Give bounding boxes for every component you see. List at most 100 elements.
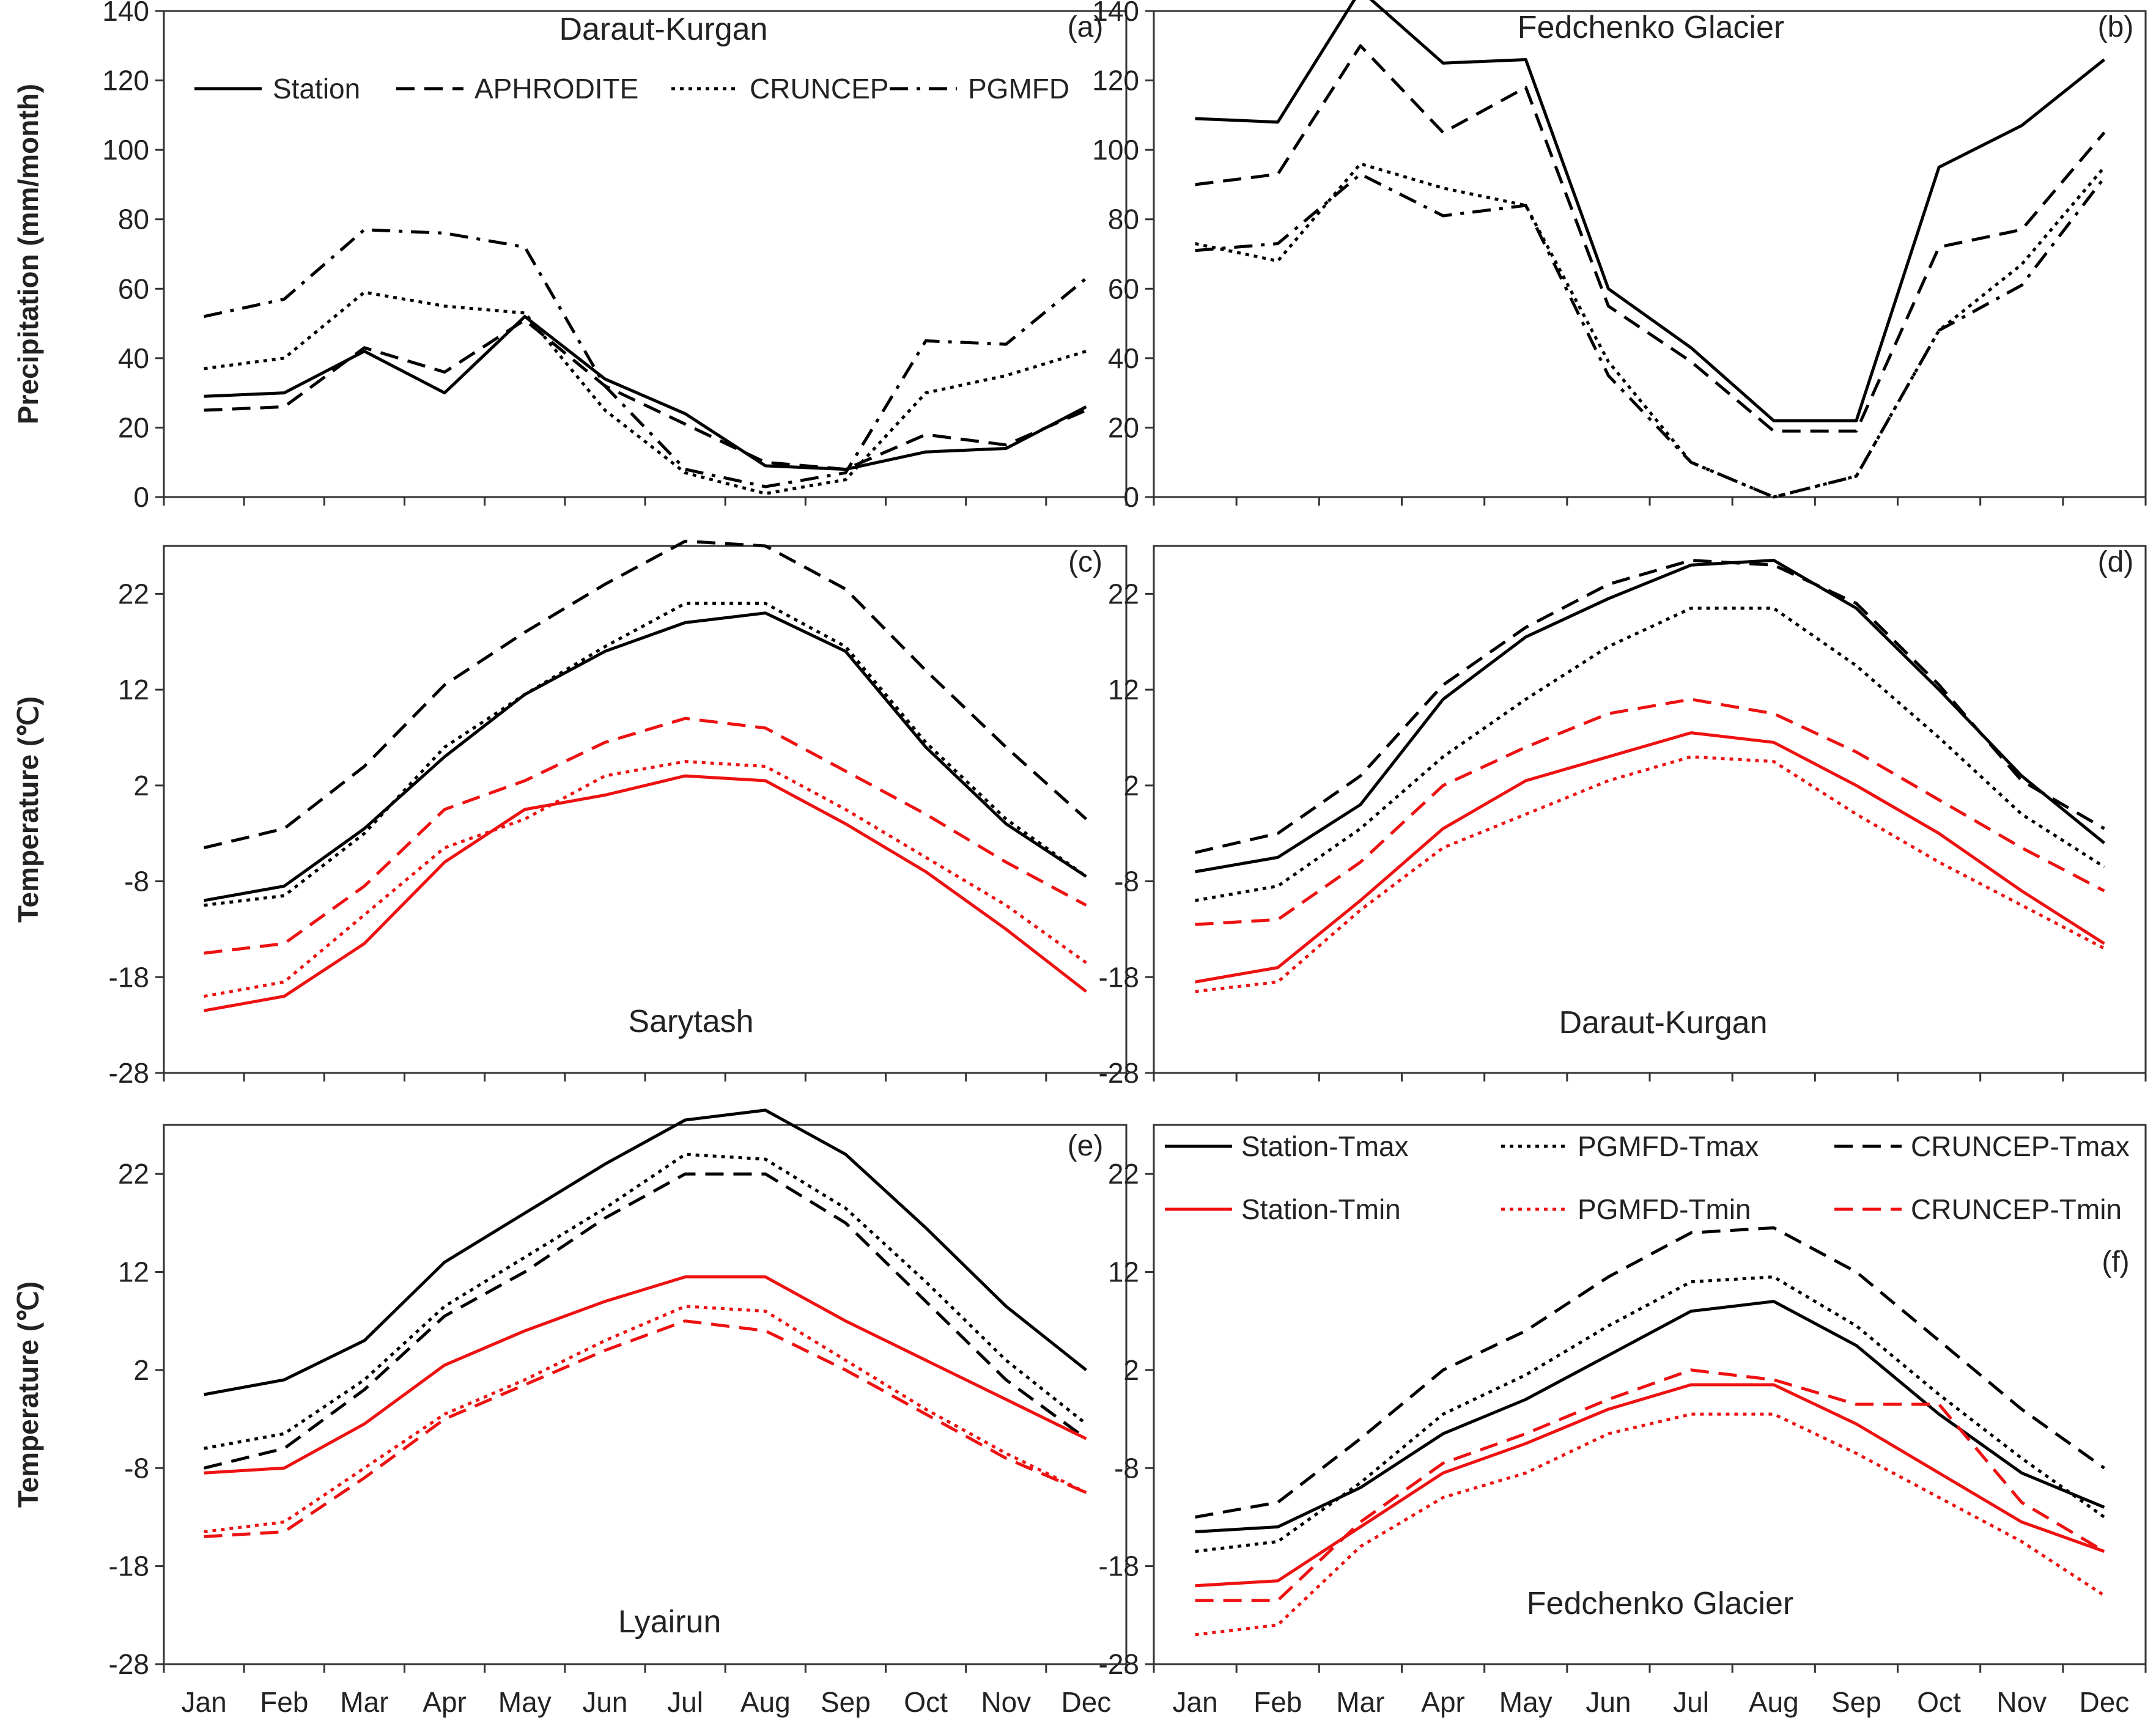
y-tick-label-f: 12 xyxy=(1108,1256,1139,1288)
y-tick-label-b: 60 xyxy=(1108,273,1139,304)
y-tick-label-f: -18 xyxy=(1099,1550,1139,1582)
series-line-e-station-tmin xyxy=(204,1275,1087,1475)
x-tick-label-e: Jan xyxy=(181,1686,226,1718)
y-tick-label-a: 0 xyxy=(133,481,149,513)
y-tick-label-a: 20 xyxy=(118,411,149,443)
series-line-c-station-tmin xyxy=(204,774,1087,1012)
y-tick-label-d: 22 xyxy=(1108,578,1139,610)
y-tick-label-a: 140 xyxy=(102,0,149,27)
x-tick-label-e: Aug xyxy=(740,1686,791,1718)
legend-label-station: Station xyxy=(273,73,360,105)
x-tick-label-f: Nov xyxy=(1996,1686,2047,1718)
series-line-e-cruncep-tmin xyxy=(204,1319,1087,1538)
y-tick-label-c: 12 xyxy=(118,674,149,706)
y-tick-label-e: 22 xyxy=(118,1158,149,1190)
legend-label-pgmfd: PGMFD xyxy=(968,73,1069,105)
x-tick-label-f: May xyxy=(1499,1686,1552,1718)
series-line-c-pgmfd-tmax xyxy=(204,602,1087,907)
legend-label-pgmfd-tmin: PGMFD-Tmin xyxy=(1578,1193,1751,1225)
x-tick-label-e: Mar xyxy=(340,1686,388,1718)
series-line-b-station xyxy=(1195,0,2105,422)
series-line-f-cruncep-tmax xyxy=(1195,1226,2105,1519)
x-tick-label-f: Sep xyxy=(1831,1686,1881,1718)
x-tick-label-e: Nov xyxy=(981,1686,1031,1718)
series-line-c-station-tmax xyxy=(204,611,1087,902)
x-tick-label-e: Sep xyxy=(821,1686,871,1718)
panel-label-f: (f) xyxy=(2102,1246,2129,1278)
series-line-b-cruncep xyxy=(1195,162,2106,499)
series-line-f-cruncep-tmin xyxy=(1195,1368,2105,1602)
series-line-c-cruncep-tmin xyxy=(204,717,1087,955)
x-tick-label-f: Dec xyxy=(2080,1686,2130,1718)
x-tick-label-e: Feb xyxy=(260,1686,308,1718)
y-tick-label-f: 22 xyxy=(1108,1158,1139,1190)
y-tick-label-c: -18 xyxy=(109,961,149,993)
y-tick-label-e: -28 xyxy=(109,1648,149,1680)
y-tick-label-c: -8 xyxy=(124,866,149,897)
series-line-c-cruncep-tmax xyxy=(204,539,1088,850)
y-tick-label-b: 100 xyxy=(1092,134,1139,166)
y-tick-label-a: 40 xyxy=(118,342,149,374)
x-tick-label-e: May xyxy=(498,1686,552,1718)
y-axis-title-e: Temperature (℃) xyxy=(12,1281,44,1508)
y-tick-label-c: -28 xyxy=(109,1057,149,1089)
series-line-a-cruncep xyxy=(204,290,1087,495)
y-tick-label-f: -28 xyxy=(1099,1648,1139,1680)
legend-label-aphrodite: APHRODITE xyxy=(474,73,638,105)
x-tick-label-e: Dec xyxy=(1061,1686,1112,1718)
panel-label-a: (a) xyxy=(1068,11,1104,43)
panel-title-f: Fedchenko Glacier xyxy=(1527,1586,1793,1621)
series-line-d-cruncep-tmin xyxy=(1195,698,2105,926)
x-tick-label-f: Oct xyxy=(1917,1686,1961,1718)
y-tick-label-d: -8 xyxy=(1114,866,1139,897)
y-tick-label-b: 20 xyxy=(1108,411,1139,443)
y-tick-label-c: 22 xyxy=(118,578,149,610)
x-tick-label-f: Aug xyxy=(1749,1686,1799,1718)
x-tick-label-e: Oct xyxy=(904,1686,948,1718)
legend-label-cruncep-tmin: CRUNCEP-Tmin xyxy=(1911,1193,2122,1225)
panel-title-e: Lyairun xyxy=(618,1604,722,1640)
series-line-e-pgmfd-tmax xyxy=(204,1152,1087,1450)
y-tick-label-e: 12 xyxy=(118,1256,149,1288)
panel-b: 0 20 40 60 80 100 120 140 (b) Fedchenko Glacier xyxy=(1092,0,2147,513)
panel-title-c: Sarytash xyxy=(628,1004,753,1039)
y-tick-label-b: 80 xyxy=(1108,204,1139,235)
panel-label-d: (d) xyxy=(2098,546,2134,578)
x-tick-label-e: Apr xyxy=(423,1686,467,1718)
y-tick-label-b: 40 xyxy=(1108,342,1139,374)
y-tick-label-b: 0 xyxy=(1123,481,1139,513)
y-tick-label-f: -8 xyxy=(1114,1452,1139,1484)
legend-label-station-tmax: Station-Tmax xyxy=(1241,1130,1409,1162)
legend-label-pgmfd-tmax: PGMFD-Tmax xyxy=(1578,1130,1759,1162)
y-tick-label-e: -18 xyxy=(109,1550,149,1582)
legend-label-station-tmin: Station-Tmin xyxy=(1241,1193,1401,1225)
series-line-a-station xyxy=(204,315,1087,471)
legend-label-cruncep: CRUNCEP xyxy=(750,73,888,105)
series-line-a-pgmfd xyxy=(204,228,1087,488)
y-tick-label-f: 2 xyxy=(1123,1354,1139,1386)
panel-title-d: Daraut-Kurgan xyxy=(1559,1005,1767,1041)
series-line-d-pgmfd-tmin xyxy=(1195,755,2105,993)
panel-label-e: (e) xyxy=(1068,1130,1104,1162)
y-tick-label-a: 120 xyxy=(102,65,149,97)
panel-d: -28 -18 -8 2 12 22 (d) Daraut-Kurgan xyxy=(1099,545,2147,1089)
panel-title-b: Fedchenko Glacier xyxy=(1518,10,1784,45)
x-tick-label-f: Feb xyxy=(1253,1686,1302,1718)
series-line-d-cruncep-tmax xyxy=(1195,559,2105,854)
y-tick-label-e: -8 xyxy=(124,1452,149,1484)
x-tick-label-f: Mar xyxy=(1336,1686,1384,1718)
series-line-b-pgmfd xyxy=(1195,172,2106,499)
y-tick-label-d: -28 xyxy=(1099,1057,1139,1089)
panel-c: -28 -18 -8 2 12 22 Temperature (℃) (c) Sarytash xyxy=(12,539,1128,1089)
panel-e: -28 -18 -8 2 12 22 Jan Feb Mar Apr May Jun Jul Aug Sep… xyxy=(12,1108,1128,1718)
panel-a: 0 20 40 60 80 100 120 140 Precipitation (mm/mont… xyxy=(12,0,1128,513)
y-tick-label-a: 60 xyxy=(118,273,149,304)
x-tick-label-f: Apr xyxy=(1421,1686,1465,1718)
panel-label-c: (c) xyxy=(1068,546,1102,578)
x-tick-label-e: Jun xyxy=(582,1686,627,1718)
panel-f: -28 -18 -8 2 12 22 Jan Feb Mar Apr May Jun Jul Aug Sep… xyxy=(1099,1124,2147,1718)
series-line-f-pgmfd-tmin xyxy=(1195,1412,2105,1637)
series-line-b-aphrodite xyxy=(1195,44,2106,433)
series-line-e-station-tmax xyxy=(204,1108,1087,1396)
